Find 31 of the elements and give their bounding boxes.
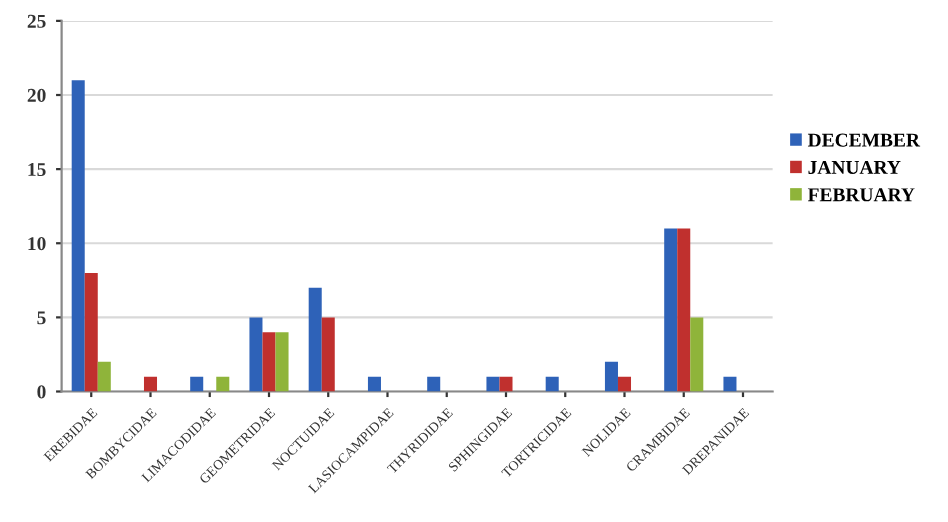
bar bbox=[723, 376, 737, 392]
bar bbox=[84, 272, 98, 392]
bar bbox=[499, 376, 513, 392]
bar bbox=[690, 317, 704, 392]
bar bbox=[190, 376, 204, 392]
y-tick-label: 5 bbox=[37, 311, 46, 325]
y-tick-label: 20 bbox=[27, 88, 46, 102]
legend-label: FEBRUARY bbox=[807, 188, 915, 202]
bar bbox=[367, 376, 381, 392]
bar bbox=[664, 228, 678, 392]
bar bbox=[262, 332, 276, 392]
bar bbox=[249, 317, 263, 392]
bar bbox=[321, 317, 335, 392]
y-tick-label: 0 bbox=[37, 385, 46, 399]
legend-label: JANUARY bbox=[808, 160, 901, 174]
y-tick-label: 10 bbox=[28, 237, 46, 251]
bar bbox=[677, 228, 691, 392]
bar bbox=[427, 376, 441, 392]
bar bbox=[545, 376, 559, 392]
bar bbox=[308, 287, 322, 392]
bar bbox=[71, 80, 85, 392]
bar bbox=[486, 376, 500, 392]
bar bbox=[216, 376, 230, 392]
y-tick-label: 25 bbox=[27, 14, 46, 28]
bar bbox=[617, 376, 632, 392]
bar bbox=[97, 361, 111, 392]
bar bbox=[143, 376, 158, 392]
legend-label: DECEMBER bbox=[807, 133, 921, 147]
y-tick-label: 15 bbox=[28, 163, 46, 177]
bar bbox=[604, 361, 618, 392]
bar bbox=[275, 332, 289, 392]
